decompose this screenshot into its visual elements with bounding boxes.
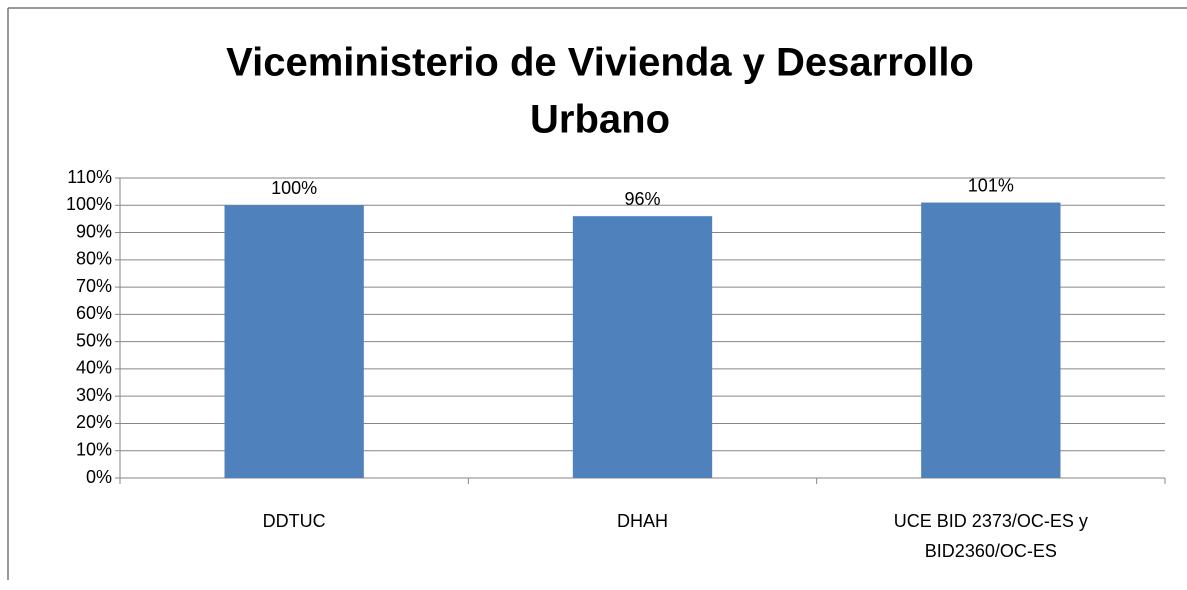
y-tick-label: 90% xyxy=(76,221,112,241)
bar xyxy=(921,202,1061,478)
x-tick-label: UCE BID 2373/OC-ES y BID2360/OC-ES xyxy=(893,511,1088,561)
bar xyxy=(224,205,364,479)
y-tick-label: 30% xyxy=(76,385,112,405)
y-tick-label: 80% xyxy=(76,249,112,269)
y-tick-label: 60% xyxy=(76,303,112,323)
y-tick-label: 100% xyxy=(66,194,112,214)
y-tick-label: 70% xyxy=(76,276,112,296)
data-label: 101% xyxy=(968,175,1014,195)
bar xyxy=(572,216,713,478)
data-label: 100% xyxy=(271,178,317,198)
x-tick-label: DHAH xyxy=(616,511,668,531)
y-tick-label: 50% xyxy=(76,330,112,350)
y-tick-label: 0% xyxy=(86,467,112,487)
y-tick-label: 110% xyxy=(67,167,112,187)
x-tick-label: DDTUC xyxy=(262,511,326,531)
chart-title: Viceministerio de Vivienda y Desarrollo xyxy=(226,41,974,85)
y-tick-label: 20% xyxy=(76,412,112,432)
data-label: 96% xyxy=(624,189,660,209)
chart-title: Urbano xyxy=(530,98,670,142)
y-tick-label: 40% xyxy=(76,358,112,378)
y-tick-label: 10% xyxy=(76,439,112,459)
